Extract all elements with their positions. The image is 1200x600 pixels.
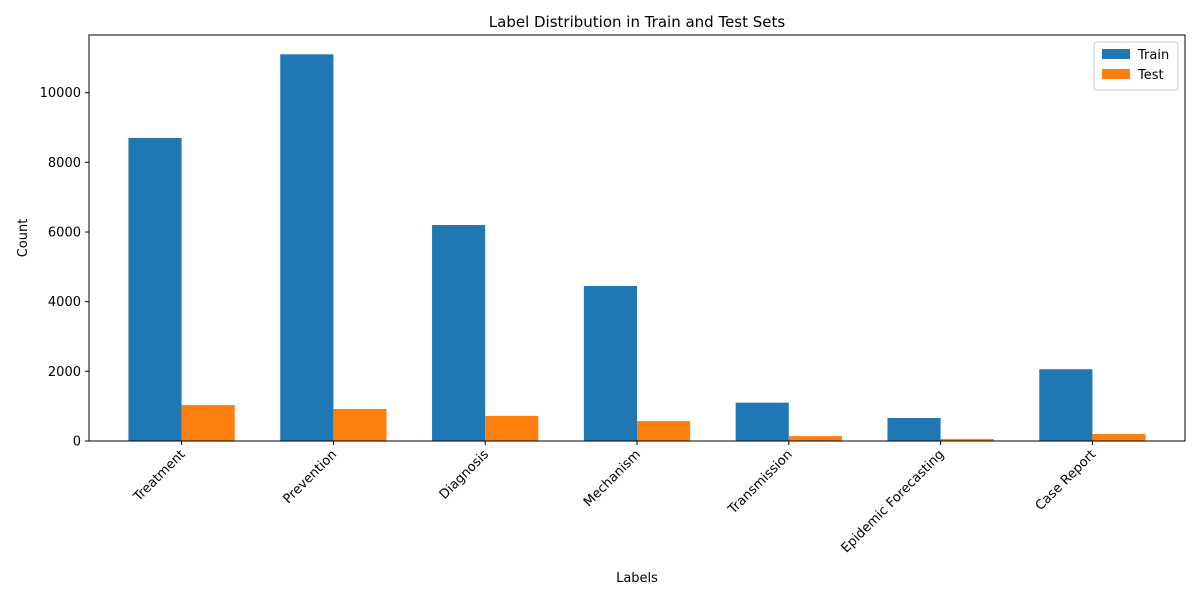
- bar-train-epidemic-forecasting: [887, 418, 941, 441]
- bar-test-case-report: [1092, 434, 1146, 441]
- x-axis-label: Labels: [616, 571, 658, 586]
- bar-test-transmission: [788, 436, 842, 441]
- legend-label-train: Train: [1137, 48, 1169, 63]
- legend: Train Test: [1093, 41, 1179, 91]
- y-tick-label: 0: [73, 435, 81, 450]
- y-axis-label: Count: [16, 219, 31, 258]
- bar-train-treatment: [128, 137, 182, 441]
- bar-train-diagnosis: [432, 225, 486, 441]
- legend-swatch-train: [1102, 49, 1130, 59]
- bar-test-prevention: [333, 408, 387, 441]
- y-tick-label: 2000: [48, 365, 81, 380]
- bar-train-mechanism: [583, 285, 637, 441]
- bar-train-prevention: [280, 54, 334, 441]
- bar-train-transmission: [735, 402, 789, 441]
- y-tick-label: 4000: [48, 295, 81, 310]
- bar-test-diagnosis: [485, 415, 539, 441]
- y-tick-label: 8000: [48, 156, 81, 171]
- chart-title: Label Distribution in Train and Test Set…: [489, 13, 786, 31]
- legend-label-test: Test: [1137, 68, 1164, 83]
- y-tick-label: 6000: [48, 225, 81, 240]
- bar-train-case-report: [1039, 369, 1093, 441]
- plot-frame: [88, 34, 1186, 442]
- bars-group: [128, 54, 1146, 441]
- bar-test-mechanism: [637, 421, 691, 441]
- y-tick-label: 10000: [40, 86, 81, 101]
- legend-swatch-test: [1102, 69, 1130, 79]
- bar-test-epidemic-forecasting: [940, 438, 994, 441]
- bar-test-treatment: [181, 405, 235, 441]
- y-axis: 0 2000 4000 6000 8000 10000: [40, 86, 89, 450]
